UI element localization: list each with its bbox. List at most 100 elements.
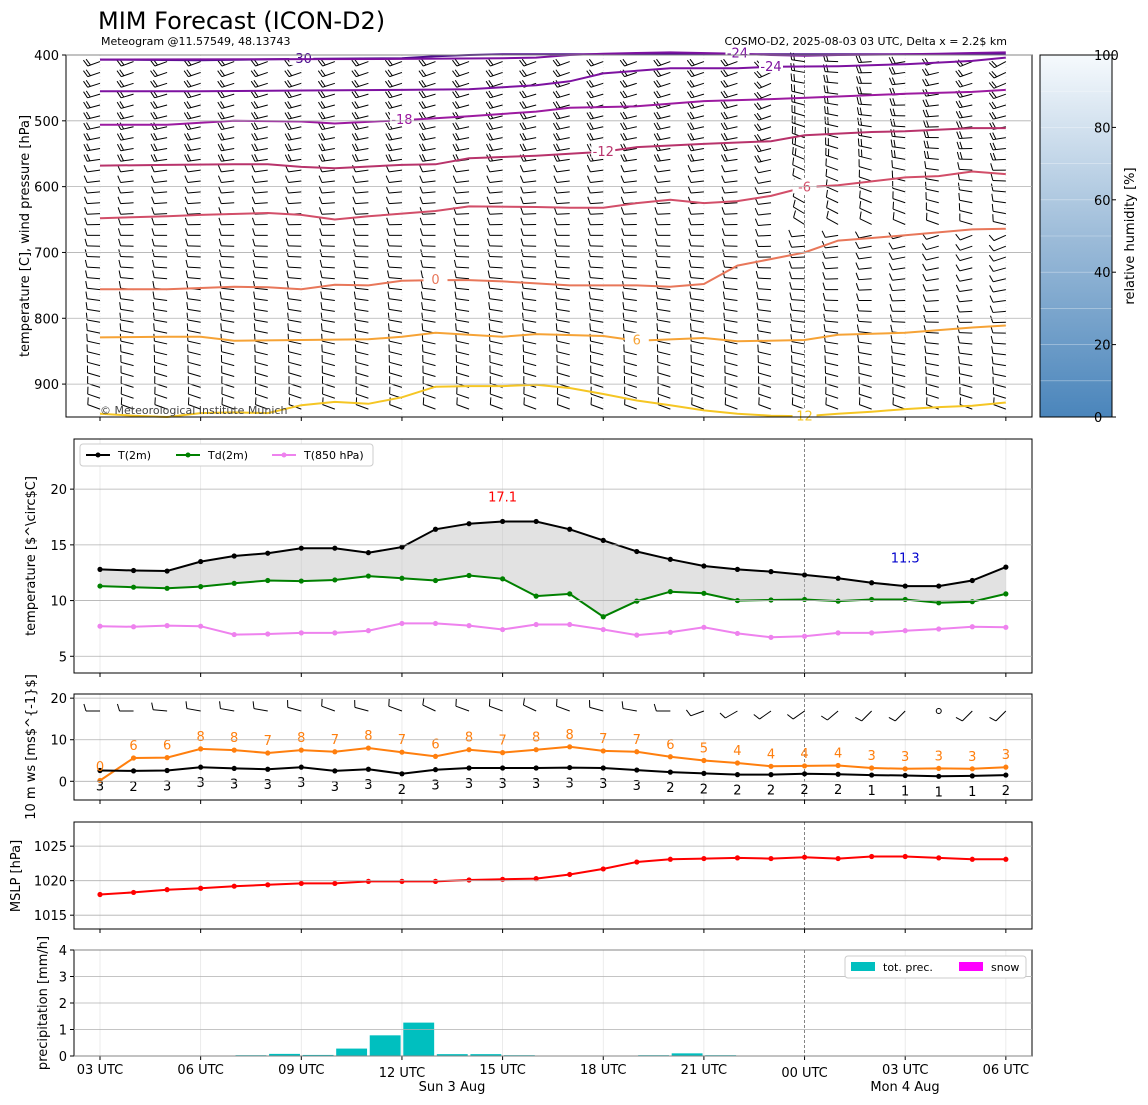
wind-barb-flag <box>420 249 423 257</box>
wind-barb-flag <box>924 355 927 364</box>
wind-barb <box>555 291 570 301</box>
wind-barb <box>958 192 973 204</box>
wind-barb <box>388 698 403 712</box>
wind-barb-flag <box>250 101 256 109</box>
wind-barb-shaft <box>825 256 839 259</box>
wind-barb-shaft <box>925 71 939 76</box>
wind-barb-shaft <box>87 404 101 410</box>
wind-barb-shaft <box>288 393 302 399</box>
wind-barb <box>418 90 436 99</box>
wind-barb <box>153 354 168 367</box>
wind-barb-flag <box>891 66 896 75</box>
wind-barb <box>486 207 503 215</box>
wind-barb <box>385 186 402 194</box>
wind-data-point <box>835 762 841 769</box>
wind-barb-shaft <box>188 82 201 88</box>
wind-barb-flag <box>385 122 390 130</box>
y-tick-label: 900 <box>34 378 59 393</box>
wind-barb <box>353 259 369 269</box>
wind-barb-flag <box>152 80 158 87</box>
wind-barb <box>888 242 906 250</box>
mslp-line <box>99 855 1006 896</box>
wind-barb-flag <box>488 323 491 331</box>
wind-barb <box>956 315 973 323</box>
wind-barb-shaft <box>221 158 235 162</box>
wind-barb <box>988 70 1007 79</box>
wind-barb <box>185 249 201 258</box>
wind-barb-shaft <box>288 330 302 334</box>
wind-barb-flag <box>320 58 326 66</box>
data-point <box>198 584 204 590</box>
wind-barb-shaft <box>959 373 973 378</box>
wind-barb-flag <box>989 716 997 722</box>
wind-barb <box>219 270 235 280</box>
wind-barb-shaft <box>120 308 134 312</box>
wind-barb <box>487 280 503 291</box>
temperature-legend-box <box>79 443 374 467</box>
mean-wind-label: 3 <box>566 777 574 792</box>
wind-barb <box>655 259 671 269</box>
mean-wind-label: 3 <box>96 779 104 794</box>
wind-barb-flag <box>959 151 963 160</box>
data-point <box>801 572 808 578</box>
wind-barb-flag <box>589 69 595 76</box>
wind-barb-shaft <box>120 158 134 162</box>
wind-barb-shaft <box>556 277 570 280</box>
isotherm-label: -12 <box>593 145 614 160</box>
wind-barb <box>353 249 369 258</box>
wind-barb <box>955 233 973 241</box>
wind-barb-shaft <box>858 234 872 239</box>
wind-barb-shaft <box>691 330 704 334</box>
wind-barb <box>418 58 436 67</box>
wind-barb-shaft <box>154 82 168 88</box>
wind-barb-flag <box>253 122 259 130</box>
wind-barb-shaft <box>859 197 872 204</box>
wind-barb <box>556 344 570 356</box>
wind-barb-flag <box>218 249 222 257</box>
wind-barb-shaft <box>87 126 101 131</box>
wind-barb-flag <box>924 345 927 354</box>
wind-barb <box>321 376 336 388</box>
wind-barb <box>418 122 436 131</box>
wind-barb-shaft <box>959 220 973 225</box>
wind-barb <box>792 157 805 171</box>
wind-barb <box>554 249 570 258</box>
temperature-legend: T(2m) Td(2m) T(850 hPa) <box>79 443 374 467</box>
wind-barb <box>221 397 235 410</box>
wind-barb-flag <box>253 323 256 331</box>
wind-barb-flag <box>488 333 491 342</box>
wind-barb-flag <box>186 143 192 151</box>
gust-label: 8 <box>364 729 372 744</box>
isotherm-label: 0 <box>431 273 439 288</box>
wind-barb <box>888 263 906 271</box>
wind-barb <box>687 132 704 141</box>
wind-barb-flag <box>520 196 524 204</box>
wind-barb <box>825 168 839 182</box>
wind-barb <box>792 146 805 160</box>
wind-barb-flag <box>923 335 927 343</box>
precip-bar <box>369 1035 401 1056</box>
wind-barb <box>120 386 134 399</box>
wind-barb <box>321 354 335 367</box>
wind-barb <box>553 217 570 226</box>
wind-barb-flag <box>521 291 524 299</box>
wind-barb-flag <box>859 190 861 198</box>
wind-data-point <box>701 770 707 776</box>
wind-barb <box>253 280 268 291</box>
wind-barb <box>823 85 839 95</box>
wind-barb-flag <box>352 186 356 194</box>
wind-barb-shaft <box>187 202 201 205</box>
wind-barb <box>384 58 403 67</box>
isotherm-label: 6 <box>633 334 641 349</box>
wind-barb <box>722 291 738 301</box>
mslp-point <box>634 859 640 865</box>
wind-barb <box>790 73 805 84</box>
wind-barb-shaft <box>992 310 1006 313</box>
wind-barb-flag <box>150 175 155 183</box>
wind-barb <box>219 280 235 291</box>
wind-barb <box>790 83 805 95</box>
wind-barb-shaft <box>859 207 872 215</box>
wind-barb-flag <box>419 175 424 183</box>
wind-barb <box>621 217 637 226</box>
